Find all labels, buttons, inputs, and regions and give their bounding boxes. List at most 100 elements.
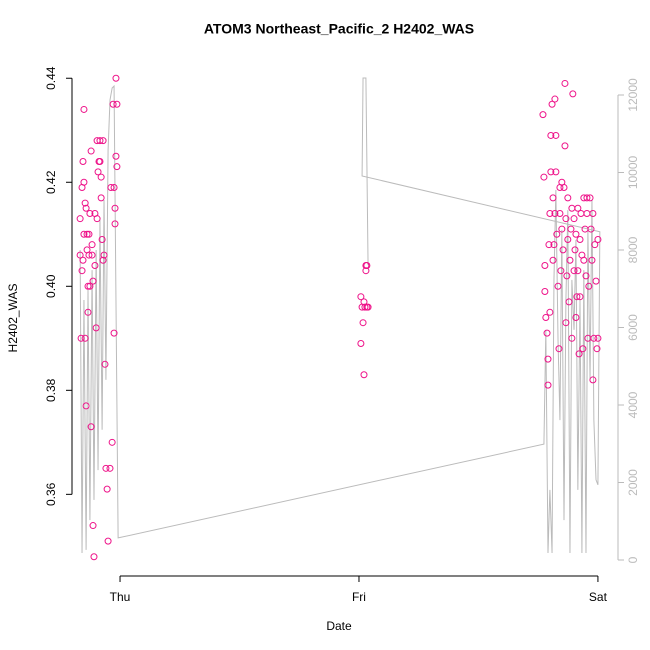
data-point — [572, 314, 580, 321]
y2-tick-label: 0 — [626, 556, 640, 563]
data-point — [112, 74, 120, 82]
data-point — [574, 204, 582, 212]
x-tick-label: Sat — [589, 590, 608, 604]
data-point — [77, 334, 85, 342]
data-point — [360, 298, 368, 306]
y-tick-label: 0.42 — [44, 170, 58, 194]
data-point — [97, 194, 105, 202]
data-point — [552, 131, 560, 139]
data-point — [589, 209, 597, 217]
data-point — [571, 246, 579, 254]
data-point — [88, 251, 96, 259]
data-point — [359, 319, 367, 327]
data-point — [103, 485, 111, 493]
data-point — [542, 314, 550, 321]
data-point — [360, 371, 368, 379]
data-point — [99, 137, 107, 145]
data-point — [109, 100, 117, 108]
data-point — [113, 163, 121, 171]
x-tick-label: Fri — [352, 590, 366, 604]
data-point — [107, 183, 115, 191]
data-point — [106, 464, 114, 472]
data-point — [108, 438, 116, 446]
data-point — [101, 360, 109, 368]
data-point — [82, 204, 90, 212]
data-point — [541, 261, 549, 269]
data-point — [111, 204, 119, 212]
data-point — [83, 230, 91, 238]
data-point — [574, 267, 582, 275]
y2-tick-label: 8000 — [626, 236, 640, 263]
data-point — [546, 209, 554, 217]
data-point — [111, 220, 119, 228]
y2-tick-label: 10000 — [626, 155, 640, 189]
data-point — [363, 261, 371, 269]
data-point — [570, 267, 578, 275]
data-point — [551, 95, 559, 103]
data-point — [549, 256, 557, 264]
data-point — [104, 537, 112, 545]
data-point — [565, 298, 573, 306]
data-point — [87, 423, 95, 431]
data-point — [580, 256, 588, 264]
data-point — [572, 230, 580, 238]
chart-title: ATOM3 Northeast_Pacific_2 H2402_WAS — [204, 21, 474, 37]
data-point — [547, 168, 555, 176]
data-point — [544, 355, 552, 363]
data-point — [589, 376, 597, 384]
data-point — [89, 522, 97, 530]
data-point — [553, 230, 561, 238]
data-point — [561, 142, 569, 150]
data-point — [559, 246, 567, 254]
data-point — [86, 209, 94, 217]
data-point — [100, 251, 108, 259]
data-point — [94, 168, 102, 176]
data-point — [357, 293, 365, 301]
data-point — [84, 308, 92, 316]
data-point — [96, 137, 104, 145]
data-point — [79, 256, 87, 264]
data-point — [99, 256, 107, 264]
data-point — [591, 241, 599, 249]
data-point — [546, 308, 554, 316]
data-point — [557, 267, 565, 275]
data-point — [80, 178, 88, 186]
data-point — [97, 173, 105, 181]
data-point — [539, 111, 547, 119]
y2-tick-label: 4000 — [626, 391, 640, 418]
data-point — [555, 345, 563, 353]
y-tick-label: 0.44 — [44, 66, 58, 90]
data-point — [590, 334, 598, 342]
data-point — [76, 251, 84, 259]
data-point — [551, 209, 559, 217]
data-point — [80, 105, 88, 113]
altitude-line — [79, 77, 601, 554]
data-point — [568, 334, 576, 342]
data-point — [85, 251, 93, 259]
y-axis-label: H2402_WAS — [6, 284, 20, 353]
data-point — [357, 340, 365, 348]
data-point — [545, 241, 553, 249]
data-point — [362, 267, 370, 275]
data-point — [594, 235, 602, 243]
data-point — [76, 215, 84, 223]
data-point — [576, 235, 584, 243]
x-tick-label: Thu — [110, 590, 131, 604]
data-point — [563, 272, 571, 280]
data-point — [593, 345, 601, 353]
data-point — [548, 100, 556, 108]
data-point — [583, 194, 591, 202]
data-point — [110, 329, 118, 337]
data-point — [81, 334, 89, 342]
data-point — [567, 225, 575, 233]
data-point — [87, 147, 95, 155]
data-point — [82, 402, 90, 410]
y2-tick-label: 6000 — [626, 314, 640, 341]
data-point — [561, 79, 569, 87]
y2-tick-label: 2000 — [626, 469, 640, 496]
data-point — [587, 225, 595, 233]
x-axis-label: Date — [326, 619, 352, 633]
data-point — [586, 194, 594, 202]
